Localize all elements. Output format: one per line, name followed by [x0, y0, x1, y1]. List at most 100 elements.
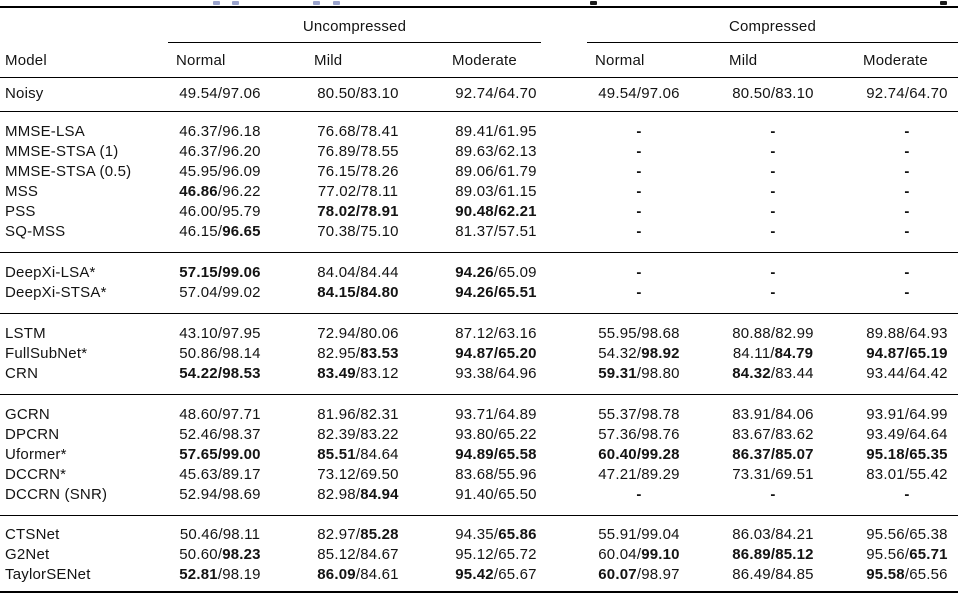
metric-value: 86.89/85.12 — [732, 546, 814, 563]
model-name: PSS — [5, 203, 36, 220]
missing-value-dash: - — [904, 284, 910, 301]
metric-cell: 52.81/98.19 — [168, 565, 306, 585]
metric-value: 83.67/83.62 — [732, 426, 814, 443]
model-name: GCRN — [5, 406, 50, 423]
metric-cell: - — [587, 485, 721, 505]
missing-value-dash: - — [770, 284, 776, 301]
metric-value: 78.02/78.91 — [317, 203, 399, 220]
metric-cell: - — [855, 202, 958, 222]
metric-value: 89.88/64.93 — [866, 325, 948, 342]
missing-value-dash: - — [770, 123, 776, 140]
metric-value: 72.94/80.06 — [317, 325, 399, 342]
metric-value: 80.88/82.99 — [732, 325, 814, 342]
metric-cell: - — [587, 122, 721, 142]
metric-cell: - — [855, 485, 958, 505]
column-header-row: Model Normal Mild Moderate Normal Mild Moderat… — [0, 43, 958, 78]
metric-cell: 83.91/84.06 — [721, 405, 855, 425]
metric-value: 55.37/98.78 — [598, 406, 680, 423]
metric-value: 45.95/96.09 — [179, 163, 261, 180]
metric-cell: - — [587, 142, 721, 162]
metric-cell: 93.91/64.99 — [855, 405, 958, 425]
caption-text-fragment — [232, 1, 239, 5]
metric-value: 43.10/97.95 — [179, 325, 261, 342]
model-name: G2Net — [5, 546, 50, 563]
model-name: SQ-MSS — [5, 223, 66, 240]
metric-cell: 46.00/95.79 — [168, 202, 306, 222]
missing-value-dash: - — [636, 163, 642, 180]
metric-cell: - — [587, 222, 721, 242]
table-row: FullSubNet* 50.86/98.14 82.95/83.53 94.87/6… — [0, 344, 958, 364]
metric-cell: 57.36/98.76 — [587, 425, 721, 445]
model-column-header: Model — [5, 51, 47, 69]
table-row-group: CTSNet 50.46/98.11 82.97/85.28 94.35/65.86 5… — [0, 515, 958, 591]
metric-value: 94.26/65.51 — [455, 284, 537, 301]
missing-value-dash: - — [904, 163, 910, 180]
caption-text-fragment — [213, 1, 220, 5]
metric-value: 73.12/69.50 — [317, 466, 399, 483]
metric-value: 54.32/98.92 — [598, 345, 680, 362]
metric-value: 93.80/65.22 — [455, 426, 537, 443]
metric-cell: 45.63/89.17 — [168, 465, 306, 485]
missing-value-dash: - — [636, 264, 642, 281]
table-row: TaylorSENet 52.81/98.19 86.09/84.61 95.42/6… — [0, 565, 958, 585]
model-name: FullSubNet* — [5, 345, 88, 362]
metric-cell: 89.88/64.93 — [855, 324, 958, 344]
missing-value-dash: - — [904, 486, 910, 503]
missing-value-dash: - — [770, 264, 776, 281]
metric-cell: 83.68/55.96 — [444, 465, 587, 485]
metric-cell: 78.02/78.91 — [306, 202, 444, 222]
model-name: CTSNet — [5, 526, 60, 543]
metric-cell: - — [855, 283, 958, 303]
metric-cell: - — [721, 202, 855, 222]
metric-value: 77.02/78.11 — [317, 183, 399, 200]
table-row: PSS 46.00/95.79 78.02/78.91 90.48/62.21 - - - — [0, 202, 958, 222]
metric-value: 45.63/89.17 — [179, 466, 261, 483]
metric-value: 92.74/64.70 — [866, 85, 948, 102]
metric-value: 46.15/96.65 — [179, 223, 261, 240]
metric-value: 90.48/62.21 — [455, 203, 537, 220]
metric-cell: 60.04/99.10 — [587, 545, 721, 565]
metric-column-header: Mild — [729, 51, 758, 69]
table-row-group: DeepXi-LSA* 57.15/99.06 84.04/84.44 94.26/6… — [0, 252, 958, 313]
metric-cell: - — [587, 162, 721, 182]
table-body: Noisy 49.54/97.06 80.50/83.10 92.74/64.70 49… — [0, 78, 958, 591]
metric-column-header: Moderate — [452, 51, 517, 69]
table-row: Uformer* 57.65/99.00 85.51/84.64 94.89/65.5… — [0, 445, 958, 465]
table-row: GCRN 48.60/97.71 81.96/82.31 93.71/64.89 55.… — [0, 405, 958, 425]
metric-cell: 89.06/61.79 — [444, 162, 587, 182]
metric-cell: 46.37/96.18 — [168, 122, 306, 142]
model-name: DeepXi-LSA* — [5, 264, 96, 281]
metric-cell: 95.58/65.56 — [855, 565, 958, 585]
metric-cell: 77.02/78.11 — [306, 182, 444, 202]
model-name: DPCRN — [5, 426, 60, 443]
metric-value: 82.95/83.53 — [317, 345, 399, 362]
metric-value: 82.97/85.28 — [317, 526, 399, 543]
metric-value: 87.12/63.16 — [455, 325, 537, 342]
metric-cell: - — [721, 485, 855, 505]
metric-value: 95.56/65.71 — [866, 546, 948, 563]
missing-value-dash: - — [636, 183, 642, 200]
metric-cell: - — [721, 142, 855, 162]
metric-cell: - — [855, 182, 958, 202]
metric-value: 55.91/99.04 — [598, 526, 680, 543]
metric-cell: 55.91/99.04 — [587, 525, 721, 545]
metric-cell: 60.07/98.97 — [587, 565, 721, 585]
metric-value: 81.96/82.31 — [317, 406, 399, 423]
metric-cell: - — [855, 122, 958, 142]
missing-value-dash: - — [770, 223, 776, 240]
metric-value: 49.54/97.06 — [179, 85, 261, 102]
metric-value: 94.26/65.09 — [455, 264, 537, 281]
table-row-group: LSTM 43.10/97.95 72.94/80.06 87.12/63.16 55.… — [0, 313, 958, 394]
metric-cell: 54.32/98.92 — [587, 344, 721, 364]
model-name: Noisy — [5, 85, 44, 102]
metric-cell: 76.15/78.26 — [306, 162, 444, 182]
table-row: MSS 46.86/96.22 77.02/78.11 89.03/61.15 - - - — [0, 182, 958, 202]
metric-cell: 84.32/83.44 — [721, 364, 855, 384]
missing-value-dash: - — [770, 486, 776, 503]
metric-value: 57.36/98.76 — [598, 426, 680, 443]
metric-cell: 46.37/96.20 — [168, 142, 306, 162]
metric-cell: 95.56/65.71 — [855, 545, 958, 565]
metric-cell: - — [855, 142, 958, 162]
model-name: DCCRN (SNR) — [5, 486, 108, 503]
metric-cell: 93.71/64.89 — [444, 405, 587, 425]
